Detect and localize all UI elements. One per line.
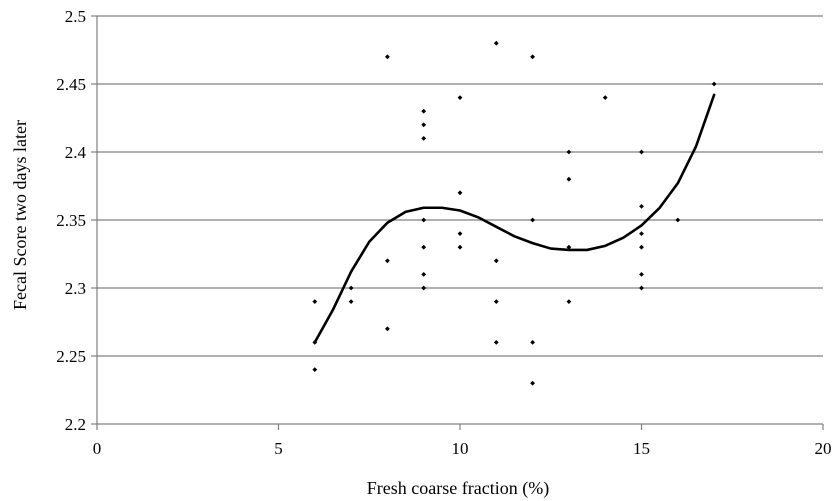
data-point: [385, 54, 390, 60]
data-point: [421, 272, 427, 277]
data-point: [493, 299, 499, 304]
grid-lines: [97, 15, 823, 357]
data-point: [312, 340, 318, 345]
data-point: [530, 217, 535, 223]
data-point: [493, 340, 499, 345]
data-point: [675, 217, 681, 223]
data-point: [711, 81, 717, 87]
data-point: [530, 380, 535, 386]
data-point: [457, 190, 463, 196]
data-point: [421, 122, 427, 128]
data-point: [457, 231, 463, 236]
data-point: [493, 40, 499, 46]
x-tick-label: 5: [274, 439, 283, 458]
data-point: [493, 258, 499, 264]
x-tick-label: 15: [633, 439, 650, 458]
y-tick-label: 2.25: [56, 347, 86, 366]
data-point: [530, 340, 535, 345]
x-tick-label: 20: [815, 439, 832, 458]
data-point: [312, 299, 318, 304]
data-point: [457, 95, 463, 100]
data-points: [312, 40, 717, 386]
data-point: [639, 285, 644, 291]
y-tick-label: 2.4: [65, 143, 87, 162]
data-point: [312, 367, 318, 372]
data-point: [457, 244, 463, 250]
x-tick-label: 10: [452, 439, 469, 458]
y-tick-label: 2.5: [65, 7, 86, 26]
data-point: [639, 231, 644, 236]
tick-labels: 2.2 2.25 2.3 2.35 2.4 2.45 2.5 0 5 10 15 20: [56, 7, 831, 458]
y-tick-label: 2.45: [56, 75, 86, 94]
data-point: [530, 54, 535, 60]
data-point: [385, 326, 390, 332]
data-point: [566, 176, 572, 182]
data-point: [385, 258, 390, 264]
data-point: [348, 299, 354, 304]
data-point: [348, 285, 354, 291]
data-point: [639, 204, 644, 209]
data-point: [602, 95, 608, 100]
y-tick-label: 2.3: [65, 279, 86, 298]
axes: [91, 15, 824, 430]
data-point: [566, 299, 572, 304]
x-tick-label: 0: [93, 439, 102, 458]
data-point: [421, 217, 427, 223]
data-point: [639, 149, 644, 155]
trendline-curve: [313, 93, 716, 344]
y-tick-label: 2.35: [56, 211, 86, 230]
y-axis-title: Fecal Score two days later: [10, 120, 30, 310]
data-point: [639, 272, 644, 277]
data-point: [421, 108, 427, 114]
data-point: [566, 149, 572, 155]
data-point: [566, 244, 572, 250]
y-tick-label: 2.2: [65, 415, 86, 434]
data-point: [639, 244, 644, 250]
data-point: [421, 244, 427, 250]
x-axis-title: Fresh coarse fraction (%): [367, 478, 549, 499]
data-point: [421, 136, 427, 141]
data-point: [421, 285, 427, 291]
trendline: [313, 93, 716, 344]
